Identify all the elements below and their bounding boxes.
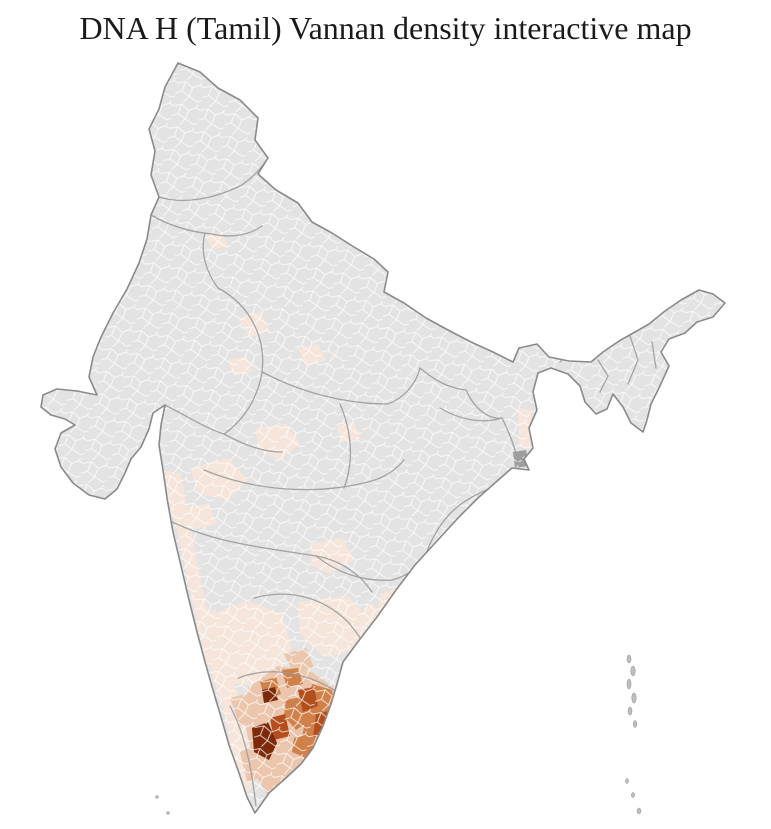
nicobar-islands[interactable] — [625, 778, 642, 815]
map-title: DNA H (Tamil) Vannan density interactive… — [79, 10, 692, 46]
lakshadweep-islands[interactable] — [155, 795, 170, 815]
india-coast-outline — [40, 62, 726, 814]
andaman-islands[interactable] — [626, 654, 638, 728]
